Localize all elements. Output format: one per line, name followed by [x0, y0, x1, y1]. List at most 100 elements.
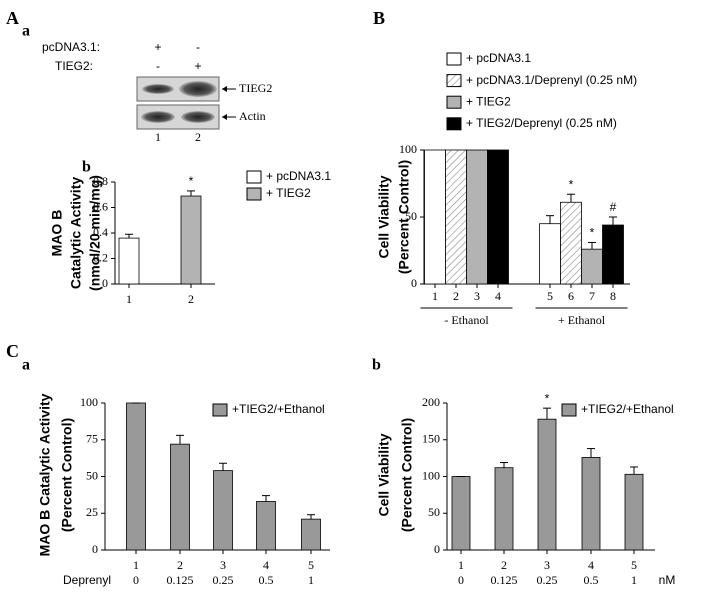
x-tick-label: 2	[177, 558, 183, 572]
x-tick-label: 3	[220, 558, 226, 572]
legend-label: + pcDNA3.1/Deprenyl (0.25 nM)	[466, 73, 637, 87]
legend-swatch	[446, 74, 462, 88]
dose-unit: nM	[659, 573, 676, 587]
dose-label: 0.125	[491, 573, 518, 587]
bar	[539, 223, 561, 285]
y-tick-label: 100	[422, 468, 440, 482]
bar	[301, 518, 321, 551]
y-axis-label: Catalytic Activity	[68, 177, 84, 290]
band-label: TIEG2	[239, 81, 272, 95]
y-tick-label: 75	[86, 432, 98, 446]
blot-sign: -	[196, 40, 200, 54]
bar	[537, 418, 557, 551]
panel-label: a	[22, 23, 30, 40]
dose-label: 0.25	[213, 573, 234, 587]
blot-sign: +	[194, 59, 201, 73]
bar	[581, 456, 601, 551]
y-axis-label: (nmol/20 min/mg)	[87, 175, 103, 291]
y-tick-label: 50	[405, 209, 417, 223]
arrow-head	[222, 114, 227, 120]
blot-band	[141, 111, 175, 123]
y-tick-label: 0.6	[93, 199, 108, 213]
y-axis-label: (Percent Control)	[396, 160, 412, 274]
y-tick-label: 0.2	[93, 250, 108, 264]
dose-label: 0.5	[584, 573, 599, 587]
x-tick-label: 2	[188, 292, 194, 306]
dose-label: 0.25	[537, 573, 558, 587]
y-tick-label: 25	[86, 505, 98, 519]
x-tick-label: 4	[588, 558, 594, 572]
bar	[256, 501, 276, 551]
bar	[213, 470, 233, 551]
x-tick-label: 4	[263, 558, 269, 572]
legend-swatch	[446, 52, 462, 66]
blot-sign: -	[156, 59, 160, 73]
dose-label: 0.125	[167, 573, 194, 587]
x-tick-label: 4	[495, 289, 501, 303]
x-tick-label: 6	[568, 289, 574, 303]
x-tick-label: 8	[610, 289, 616, 303]
arrow-head	[222, 86, 227, 92]
y-axis-label: (Percent Control)	[59, 418, 75, 532]
annotation: *	[590, 226, 595, 240]
x-tick-label: 3	[544, 558, 550, 572]
legend-label: + TIEG2	[466, 94, 511, 108]
y-tick-label: 100	[399, 142, 417, 156]
bar	[445, 149, 467, 285]
bar	[466, 149, 488, 285]
y-axis-label: Cell Viability	[376, 175, 392, 258]
y-axis-label: Cell Viability	[376, 433, 392, 516]
dose-label: 0.5	[259, 573, 274, 587]
panel-label: b	[82, 159, 91, 176]
panel-label: a	[22, 357, 30, 374]
legend-label: +TIEG2/+Ethanol	[581, 402, 674, 416]
legend-label: +TIEG2/+Ethanol	[232, 402, 325, 416]
dose-label: 1	[308, 573, 314, 587]
group-label: - Ethanol	[444, 313, 489, 327]
y-tick-label: 0.8	[93, 174, 108, 188]
y-axis-label: MAO B	[49, 210, 65, 257]
x-tick-label: 7	[589, 289, 595, 303]
y-tick-label: 0.4	[93, 225, 108, 239]
bar	[424, 149, 446, 285]
x-tick-label: 5	[547, 289, 553, 303]
panel-label: A	[6, 8, 19, 28]
blot-row-label: TIEG2:	[55, 59, 93, 73]
x-tick-label: 2	[453, 289, 459, 303]
bar	[624, 473, 644, 551]
legend-swatch	[561, 403, 577, 417]
bar	[118, 237, 140, 285]
annotation: *	[189, 174, 194, 188]
x-tick-label: 1	[458, 558, 464, 572]
annotation: #	[610, 200, 617, 214]
blot-sign: +	[154, 40, 161, 54]
y-tick-label: 0	[434, 542, 440, 556]
panel-label: C	[6, 341, 19, 361]
x-tick-label: 2	[501, 558, 507, 572]
y-tick-label: 0	[411, 276, 417, 290]
x-tick-label: 3	[474, 289, 480, 303]
panel-label: b	[372, 357, 381, 374]
y-tick-label: 50	[86, 468, 98, 482]
x-tick-label: 1	[126, 292, 132, 306]
dose-label: 0	[458, 573, 464, 587]
legend-swatch	[246, 187, 262, 201]
dose-axis-label: Deprenyl	[63, 573, 111, 587]
lane-label: 1	[155, 130, 161, 144]
legend-label: + pcDNA3.1	[266, 169, 331, 183]
y-tick-label: 0	[102, 276, 108, 290]
bar	[560, 201, 582, 285]
annotation: *	[569, 177, 574, 191]
bar	[180, 195, 202, 285]
x-tick-label: 5	[308, 558, 314, 572]
y-tick-label: 100	[80, 395, 98, 409]
legend-label: + TIEG2	[266, 186, 311, 200]
legend-label: + TIEG2/Deprenyl (0.25 nM)	[466, 116, 617, 130]
y-axis-label: MAO B Catalytic Activity	[37, 393, 53, 556]
legend-swatch	[246, 170, 262, 184]
x-tick-label: 1	[133, 558, 139, 572]
legend-label: + pcDNA3.1	[466, 51, 531, 65]
bar	[487, 149, 509, 285]
y-axis-label: (Percent Control)	[399, 418, 415, 532]
